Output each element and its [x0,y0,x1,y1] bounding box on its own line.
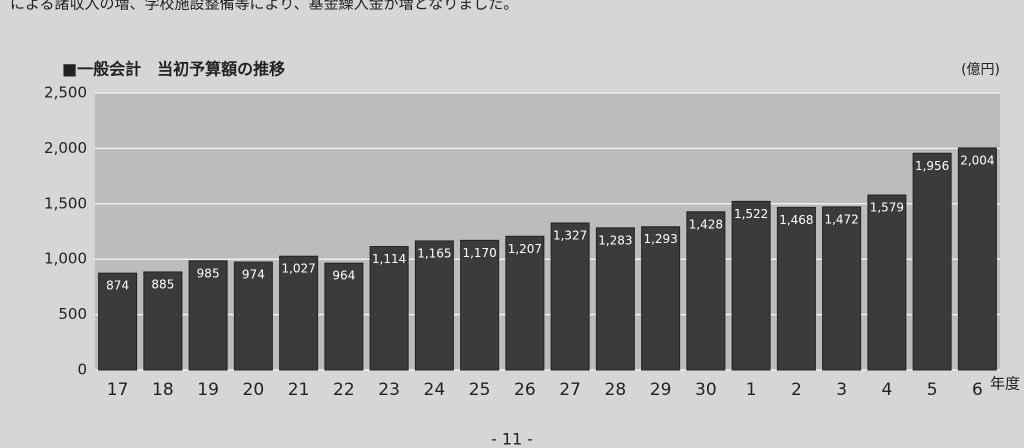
y-tick-label: 0 [77,361,87,379]
bar [188,260,228,371]
bar [505,235,545,371]
x-tick-label: 28 [605,380,627,400]
bar [822,206,862,371]
x-tick-label: 25 [469,380,491,400]
bar [686,211,726,371]
bar [233,261,273,371]
x-tick-label: 27 [559,380,581,400]
value-label: 874 [106,279,129,293]
value-label: 885 [151,277,174,291]
unit-label: (億円) [961,62,1000,78]
header-text: による諸収入の増、学校施設整備等により、基金繰入金が増となりました。 [10,0,518,13]
value-label: 1,293 [643,232,677,246]
y-tick-label: 2,000 [44,139,87,157]
x-tick-label: 18 [152,380,174,400]
value-label: 1,165 [417,246,451,260]
chart-title: ■一般会計 当初予算額の推移 [62,60,285,79]
x-tick-label: 4 [881,380,892,400]
x-tick-label: 22 [333,380,355,400]
value-label: 1,472 [824,212,858,226]
value-label: 1,114 [372,252,406,266]
x-tick-label: 6 [972,380,983,400]
value-label: 1,170 [462,246,496,260]
value-label: 964 [332,269,355,283]
bar [595,227,635,371]
x-tick-label: 19 [197,380,219,400]
bar [776,206,816,371]
value-label: 1,283 [598,233,632,247]
y-tick-label: 1,500 [44,194,87,212]
x-tick-label: 5 [927,380,938,400]
bar [414,240,454,371]
value-label: 1,956 [915,159,949,173]
value-label: 1,207 [508,242,542,256]
value-label: 985 [197,266,220,280]
page-number: - 11 - [491,430,533,448]
x-tick-label: 29 [650,380,672,400]
value-label: 1,579 [870,201,904,215]
y-tick-label: 1,000 [44,250,87,268]
bar [324,262,364,371]
x-tick-label: 2 [791,380,802,400]
bar [98,272,138,371]
x-tick-label: 1 [746,380,757,400]
bar [279,255,319,371]
x-tick-label: 23 [378,380,400,400]
y-tick-label: 2,500 [44,84,87,102]
value-label: 1,468 [779,213,813,227]
x-tick-label: 20 [243,380,265,400]
x-tick-label: 24 [424,380,446,400]
value-label: 1,522 [734,207,768,221]
value-label: 1,327 [553,228,587,242]
plot-area [95,93,1000,370]
value-label: 1,027 [281,262,315,276]
bar [912,152,952,371]
bar [460,239,500,371]
x-tick-label: 21 [288,380,310,400]
value-label: 974 [242,268,265,282]
bar [957,147,997,371]
x-axis-label: 年度 [990,375,1020,393]
value-label: 2,004 [960,153,994,167]
bar [641,226,681,371]
bar [867,194,907,371]
bar [369,246,409,371]
x-tick-label: 30 [695,380,717,400]
y-tick-label: 500 [58,305,87,323]
bar [550,222,590,371]
bar [731,200,771,371]
x-tick-label: 17 [107,380,129,400]
bar [143,271,183,371]
x-tick-label: 3 [836,380,847,400]
x-tick-label: 26 [514,380,536,400]
value-label: 1,428 [689,217,723,231]
